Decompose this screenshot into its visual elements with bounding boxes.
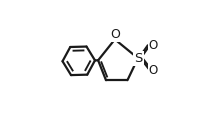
Text: O: O <box>110 28 120 41</box>
Text: O: O <box>149 39 158 52</box>
Text: O: O <box>149 64 158 77</box>
Text: S: S <box>134 52 143 65</box>
